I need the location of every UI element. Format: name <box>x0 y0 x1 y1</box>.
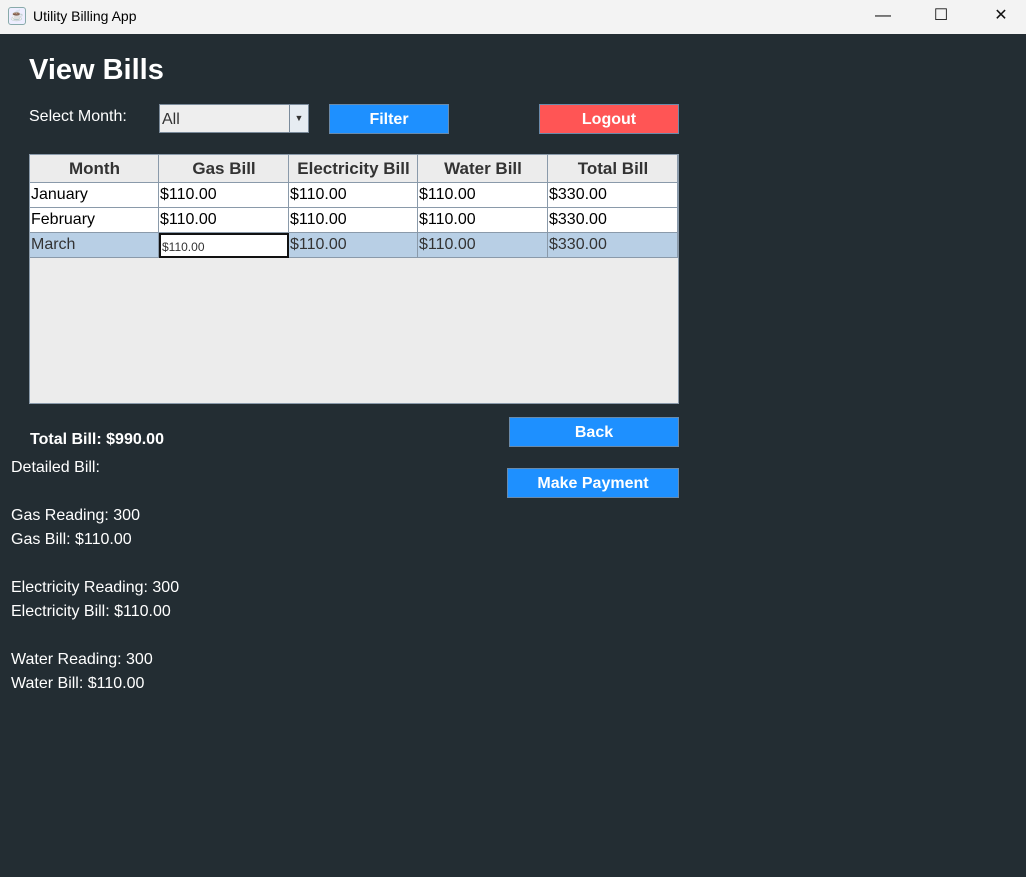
make-payment-button[interactable]: Make Payment <box>507 468 679 498</box>
page-title: View Bills <box>29 54 164 86</box>
maximize-icon[interactable]: ☐ <box>933 7 949 24</box>
cell-water-bill[interactable]: $110.00 <box>418 183 548 208</box>
select-month-label: Select Month: <box>29 108 127 125</box>
cell-total-bill[interactable]: $330.00 <box>548 233 678 258</box>
column-header-month[interactable]: Month <box>30 155 159 183</box>
cell-gas-bill-editor[interactable]: $110.00 <box>159 233 289 258</box>
column-header-water-bill[interactable]: Water Bill <box>418 155 548 183</box>
table-row[interactable]: January $110.00 $110.00 $110.00 $330.00 <box>30 183 678 208</box>
close-icon[interactable]: ✕ <box>994 7 1008 24</box>
filter-button[interactable]: Filter <box>329 104 449 134</box>
cell-electricity-bill[interactable]: $110.00 <box>289 183 418 208</box>
table-header: Month Gas Bill Electricity Bill Water Bi… <box>30 155 678 183</box>
java-app-icon: ☕ <box>8 7 26 25</box>
cell-gas-bill[interactable]: $110.00 <box>159 183 289 208</box>
back-button[interactable]: Back <box>509 417 679 447</box>
month-dropdown-value: All <box>162 111 180 128</box>
cell-total-bill[interactable]: $330.00 <box>548 208 678 233</box>
cell-electricity-bill[interactable]: $110.00 <box>289 208 418 233</box>
bills-table: Month Gas Bill Electricity Bill Water Bi… <box>29 154 679 404</box>
logout-button[interactable]: Logout <box>539 104 679 134</box>
total-bill-label: Total Bill: $990.00 <box>30 431 164 448</box>
table-row[interactable]: February $110.00 $110.00 $110.00 $330.00 <box>30 208 678 233</box>
cell-month[interactable]: February <box>30 208 159 233</box>
cell-month[interactable]: January <box>30 183 159 208</box>
title-bar: ☕ Utility Billing App — ☐ ✕ <box>0 0 1026 34</box>
detailed-bill-text: Detailed Bill: Gas Reading: 300 Gas Bill… <box>11 459 180 688</box>
column-header-gas-bill[interactable]: Gas Bill <box>159 155 289 183</box>
cell-total-bill[interactable]: $330.00 <box>548 183 678 208</box>
window-title: Utility Billing App <box>33 8 137 24</box>
column-header-total-bill[interactable]: Total Bill <box>548 155 678 183</box>
column-header-electricity-bill[interactable]: Electricity Bill <box>289 155 418 183</box>
cell-water-bill[interactable]: $110.00 <box>418 208 548 233</box>
chevron-down-icon[interactable]: ▼ <box>289 105 308 132</box>
table-row-selected[interactable]: March $110.00 $110.00 $110.00 $330.00 <box>30 233 678 258</box>
minimize-icon[interactable]: — <box>875 7 891 24</box>
cell-month[interactable]: March <box>30 233 159 258</box>
cell-gas-bill[interactable]: $110.00 <box>159 208 289 233</box>
month-dropdown[interactable]: All ▼ <box>159 104 309 133</box>
cell-water-bill[interactable]: $110.00 <box>418 233 548 258</box>
cell-electricity-bill[interactable]: $110.00 <box>289 233 418 258</box>
